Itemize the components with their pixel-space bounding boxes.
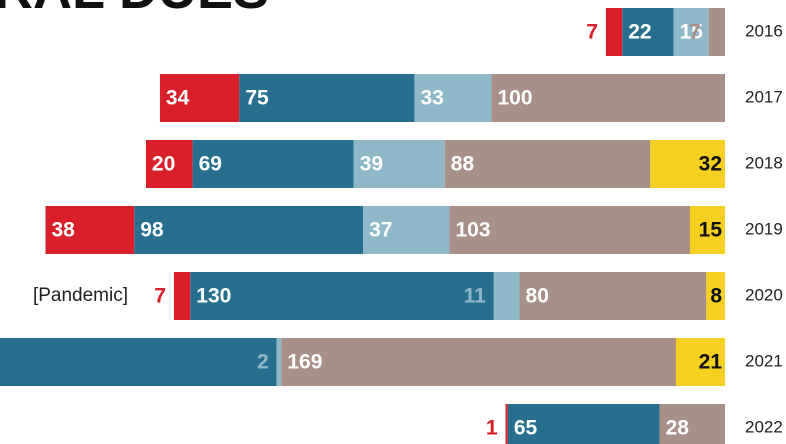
value-label: 37 — [369, 219, 392, 242]
bar-segment — [507, 404, 660, 444]
value-label: 75 — [245, 87, 269, 110]
y-tick-label: 2021 — [745, 351, 783, 370]
bar-segment — [134, 206, 364, 254]
value-label: 33 — [420, 87, 443, 110]
value-label: 15 — [680, 21, 704, 44]
y-tick-label: 2018 — [745, 153, 783, 172]
bar-segment — [444, 140, 651, 188]
value-label: 80 — [526, 285, 549, 308]
bar-segment — [190, 272, 494, 320]
bar-segment — [491, 74, 725, 122]
value-label: 34 — [166, 87, 190, 110]
value-label: 8 — [710, 285, 722, 308]
value-label: 100 — [498, 87, 533, 110]
annotation: [Pandemic] — [33, 285, 128, 306]
value-label: 98 — [140, 219, 164, 242]
bar-segment — [353, 140, 445, 188]
bar-segment — [0, 338, 277, 386]
value-label: 7 — [689, 21, 701, 44]
bar-segment — [45, 206, 135, 254]
bar-segment — [505, 404, 508, 444]
bar-segment — [519, 272, 707, 320]
value-label: 1 — [486, 417, 498, 440]
bar-segment — [493, 272, 520, 320]
value-label: 103 — [455, 219, 490, 242]
bar-segment — [192, 140, 354, 188]
bar-segment — [673, 8, 709, 56]
bar-segment — [622, 8, 674, 56]
bar-segment — [449, 206, 690, 254]
bar-segment — [145, 140, 193, 188]
bar-segment — [414, 74, 492, 122]
value-label: 28 — [666, 417, 690, 440]
value-label: 2 — [257, 351, 269, 374]
bar-segment — [159, 74, 240, 122]
bar-segment — [281, 338, 676, 386]
y-tick-label: 2022 — [745, 417, 783, 436]
value-label: 7 — [154, 285, 166, 308]
bar-segment — [708, 8, 725, 56]
bar-segment — [675, 338, 725, 386]
value-label: 69 — [199, 153, 222, 176]
value-label: 32 — [699, 153, 722, 176]
bar-segment — [605, 8, 623, 56]
value-label: 169 — [287, 351, 322, 374]
chart-title: RAL DUES — [0, 0, 269, 20]
value-label: 22 — [628, 21, 651, 44]
value-label: 38 — [52, 219, 76, 242]
bar-segment — [706, 272, 725, 320]
y-tick-label: 2016 — [745, 21, 783, 40]
y-tick-label: 2019 — [745, 219, 783, 238]
value-label: 88 — [451, 153, 475, 176]
y-tick-label: 2017 — [745, 87, 783, 106]
bar-segment — [276, 338, 282, 386]
bar-segment — [650, 140, 725, 188]
value-label: 39 — [360, 153, 383, 176]
bar-segment — [689, 206, 725, 254]
value-label: 15 — [699, 219, 723, 242]
y-tick-label: 2020 — [745, 285, 783, 304]
bar-segment — [659, 404, 725, 444]
bar-segment — [173, 272, 191, 320]
bar-segment — [363, 206, 450, 254]
value-label: 11 — [464, 285, 487, 308]
value-label: 21 — [699, 351, 723, 374]
value-label: 65 — [514, 417, 538, 440]
value-label: 20 — [152, 153, 175, 176]
bar-segment — [239, 74, 415, 122]
value-label: 130 — [196, 285, 231, 308]
value-label: 7 — [586, 21, 598, 44]
